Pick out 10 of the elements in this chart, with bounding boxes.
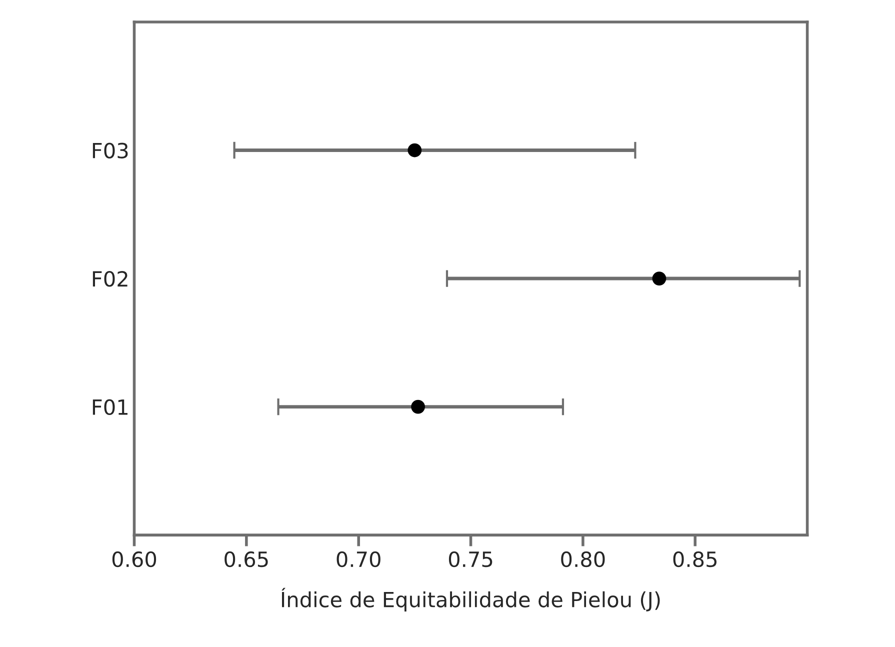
x-tick-label: 0.60 xyxy=(112,551,156,568)
x-tick-label: 0.70 xyxy=(336,551,380,568)
y-tick-label: F02 xyxy=(92,270,128,287)
x-tick-label: 0.65 xyxy=(224,551,268,568)
x-tick-label: 0.80 xyxy=(561,551,605,568)
x-tick-label: 0.85 xyxy=(673,551,716,568)
x-axis-title: Índice de Equitabilidade de Pielou (J) xyxy=(282,588,660,612)
y-tick-label: F03 xyxy=(92,142,128,158)
y-tick-label: F01 xyxy=(92,399,128,416)
x-tick-label: 0.75 xyxy=(448,551,492,568)
